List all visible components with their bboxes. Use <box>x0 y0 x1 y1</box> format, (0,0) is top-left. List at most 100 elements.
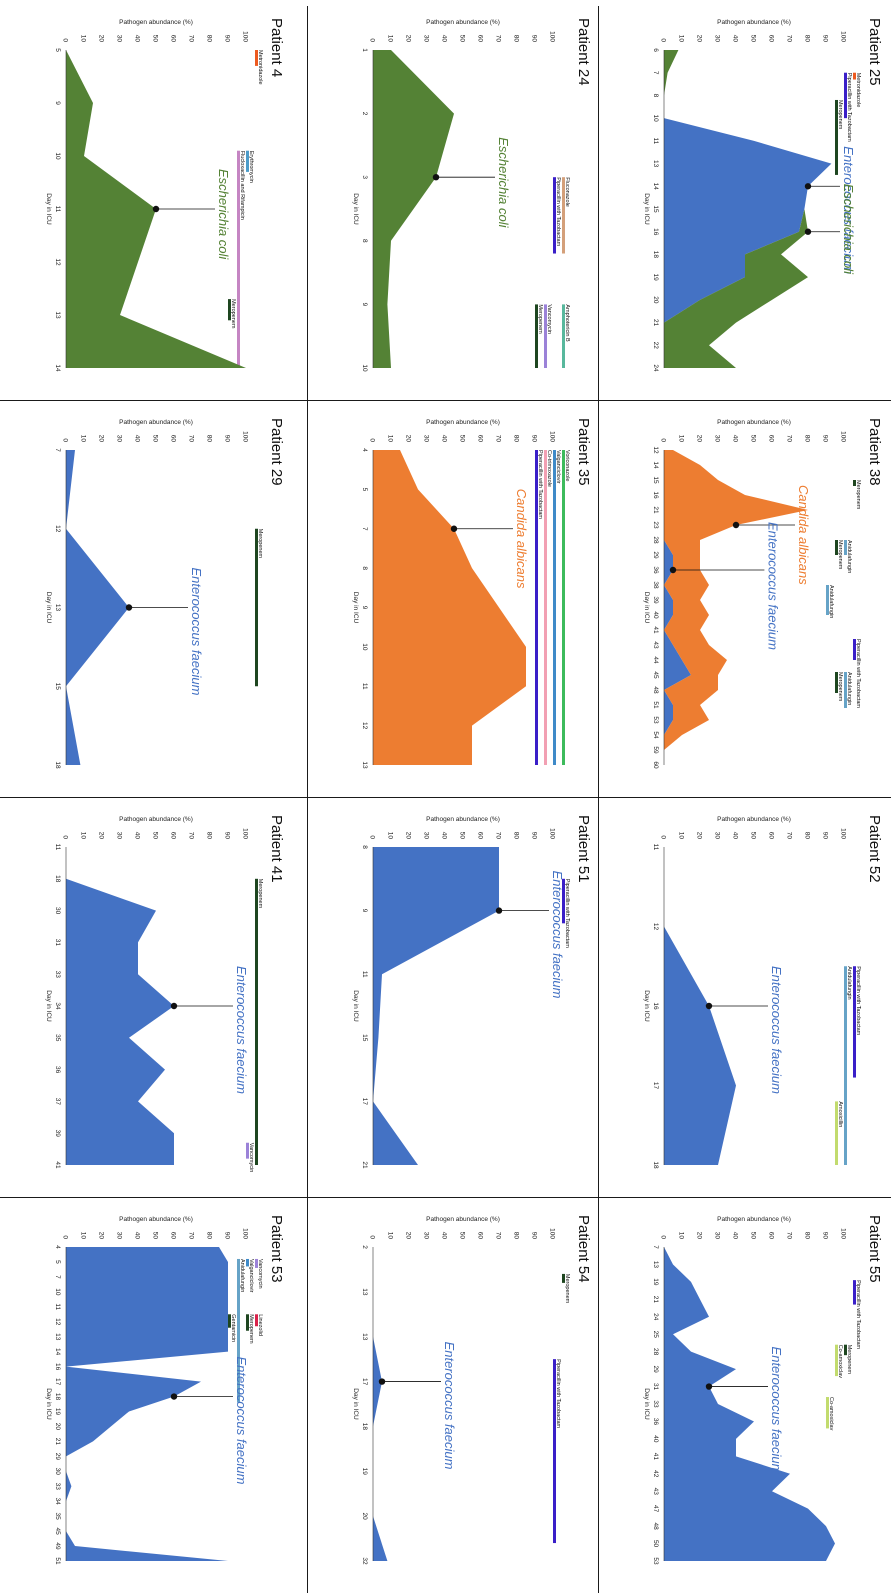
x-tick-label: 32 <box>361 1557 368 1565</box>
x-tick-label: 38 <box>652 581 659 589</box>
y-tick-label: 80 <box>206 435 213 443</box>
y-tick-label: 60 <box>477 435 484 443</box>
y-tick-label: 60 <box>768 832 775 840</box>
chart-rotated-group: Patient 35 VoriconazoleValganciclovirCo-t… <box>352 418 592 769</box>
x-tick-label: 21 <box>652 319 659 327</box>
y-axis-label: Pathogen abundance (%) <box>717 1216 791 1223</box>
y-tick-label: 100 <box>840 828 847 839</box>
x-tick-label: 11 <box>54 844 61 851</box>
panel-title: Patient 54 <box>575 1215 592 1283</box>
drug-bar <box>562 304 565 368</box>
y-tick-label: 30 <box>423 435 430 443</box>
y-tick-label: 80 <box>804 35 811 43</box>
area-enterococcus-faecium <box>373 847 499 1165</box>
x-tick-label: 54 <box>652 731 659 739</box>
drug-bar <box>246 150 249 172</box>
x-tick-label: 11 <box>54 206 61 213</box>
drug-bar <box>553 1359 556 1544</box>
area-escherichia-coli <box>664 50 832 368</box>
x-axis-label: Day in ICU <box>352 592 359 624</box>
x-tick-label: 28 <box>652 1348 659 1356</box>
x-tick-label: 13 <box>361 1288 368 1296</box>
y-tick-label: 90 <box>822 1232 829 1240</box>
y-tick-label: 70 <box>188 1232 195 1240</box>
x-tick-label: 14 <box>652 183 659 191</box>
annotation-dot <box>170 1393 178 1400</box>
annotation-label: Enterococcus faecium <box>841 146 856 274</box>
y-tick-label: 90 <box>224 35 231 43</box>
x-tick-label: 8 <box>361 845 368 849</box>
x-tick-label: 7 <box>652 71 659 75</box>
y-axis-label: Pathogen abundance (%) <box>717 816 791 823</box>
annotation-label: Enterococcus faecium <box>442 1342 457 1470</box>
drug-bar <box>853 72 856 80</box>
drug-bar <box>826 585 829 615</box>
x-tick-label: 29 <box>652 1365 659 1373</box>
x-tick-label: 16 <box>652 1002 659 1010</box>
x-tick-label: 18 <box>54 761 61 769</box>
y-tick-label: 80 <box>206 35 213 43</box>
x-tick-label: 8 <box>361 239 368 243</box>
x-axis-label: Day in ICU <box>352 193 359 225</box>
y-tick-label: 10 <box>80 832 87 840</box>
drug-bar <box>562 1273 565 1283</box>
x-tick-label: 19 <box>652 274 659 282</box>
y-tick-label: 50 <box>459 435 466 443</box>
y-tick-label: 50 <box>152 832 159 840</box>
x-tick-label: 12 <box>54 525 61 533</box>
y-tick-label: 0 <box>660 835 667 839</box>
x-tick-label: 51 <box>54 1557 61 1565</box>
x-tick-label: 53 <box>652 716 659 724</box>
x-tick-label: 2 <box>361 1245 368 1249</box>
x-tick-label: 42 <box>652 1470 659 1478</box>
x-tick-label: 13 <box>652 1261 659 1269</box>
annotation-dot <box>804 183 812 190</box>
x-tick-label: 7 <box>652 1245 659 1249</box>
y-tick-label: 90 <box>531 832 538 840</box>
y-tick-label: 0 <box>369 38 376 42</box>
panel-patient-25: Patient 25 Metronidazole Piperacillin with… <box>598 0 891 400</box>
drug-bar <box>228 299 231 321</box>
annotation-label: Candida albicans <box>796 485 811 585</box>
drug-label: Piperacillin with Tazobactam <box>855 966 861 1035</box>
x-tick-label: 22 <box>652 342 659 350</box>
x-tick-label: 12 <box>652 446 659 454</box>
y-tick-label: 70 <box>495 1232 502 1240</box>
drug-label: Vancomycin <box>257 1259 263 1289</box>
y-tick-label: 30 <box>116 832 123 840</box>
y-axis-label: Pathogen abundance (%) <box>119 19 193 26</box>
drug-bar <box>246 1258 249 1267</box>
x-tick-label: 21 <box>652 506 659 514</box>
x-tick-label: 45 <box>652 671 659 679</box>
panel-title: Patient 35 <box>575 418 592 486</box>
y-tick-label: 70 <box>786 35 793 43</box>
drug-label: Valganciclovir <box>555 450 561 484</box>
annotation-dot <box>378 1378 386 1385</box>
y-axis-label: Pathogen abundance (%) <box>119 1216 193 1223</box>
y-tick-label: 0 <box>369 1235 376 1239</box>
x-tick-label: 34 <box>54 1498 61 1506</box>
drug-label: Flucloxacillin and Rifampicin <box>239 151 245 220</box>
drug-label: Metronidazole <box>257 50 263 85</box>
x-tick-label: 18 <box>54 875 61 883</box>
x-tick-label: 5 <box>54 1260 61 1264</box>
column-divider <box>598 6 599 1593</box>
y-tick-label: 60 <box>768 1232 775 1240</box>
drug-bar <box>535 450 538 765</box>
x-tick-label: 37 <box>54 1098 61 1106</box>
x-tick-label: 35 <box>54 1513 61 1521</box>
chart-svg: Patient 4 Metronidazole ErythromycinFluclo… <box>45 18 285 372</box>
area-enterococcus-faecium <box>66 450 129 765</box>
annotation-dot <box>495 907 503 914</box>
x-tick-label: 11 <box>652 137 659 144</box>
annotation-label: Enterococcus faecium <box>189 568 204 696</box>
x-tick-label: 13 <box>361 1333 368 1341</box>
drug-label: Meropenem <box>837 540 843 570</box>
drug-label: Meropenem <box>230 299 236 329</box>
x-tick-label: 19 <box>652 1278 659 1286</box>
chart-rotated-group: Patient 55 Piperacillin with TazobactamMe… <box>643 1215 883 1565</box>
y-tick-label: 60 <box>170 1232 177 1240</box>
y-tick-label: 20 <box>405 35 412 43</box>
y-tick-label: 80 <box>804 832 811 840</box>
drug-bar <box>237 150 240 368</box>
